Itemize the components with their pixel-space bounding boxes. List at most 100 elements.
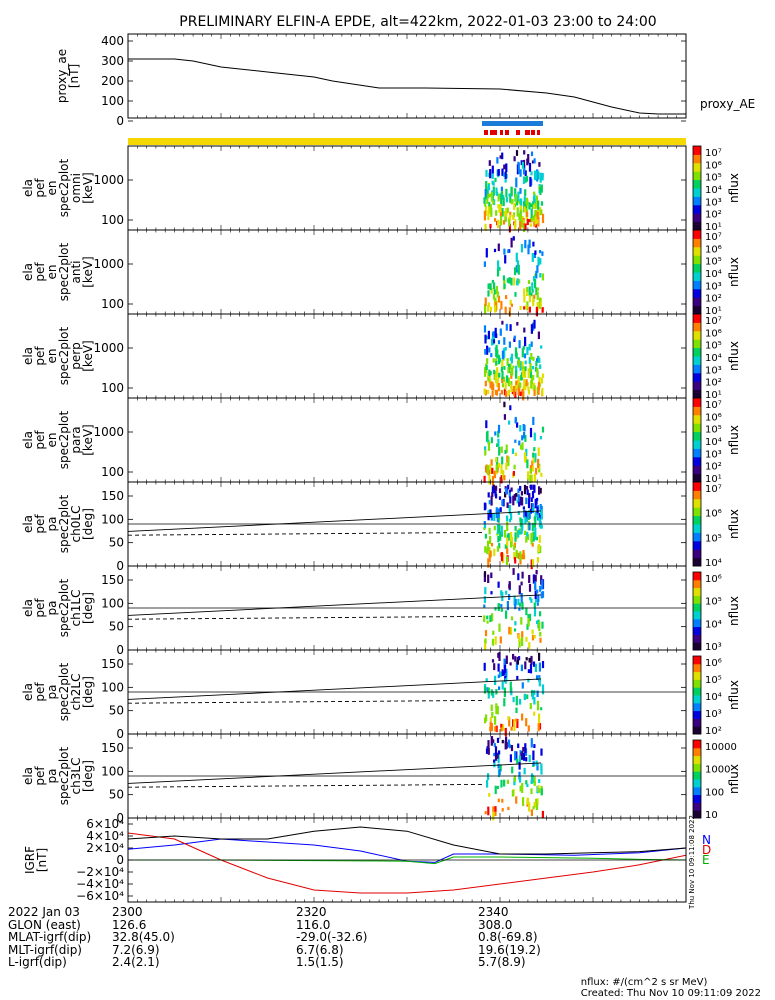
spectrogram-cell [512,568,515,575]
spectrogram-cell [493,282,496,290]
spectrogram-cell [518,279,521,284]
spectrogram-cell [504,347,507,351]
spectrogram-cell [521,631,524,638]
colorbar-step [693,157,701,160]
colorbar-step [693,596,701,599]
colorbar-step [693,708,701,710]
spectrogram-cell [534,575,537,582]
colorbar-label: nflux [727,680,741,710]
colorbar-step [693,714,701,717]
colorbar-step [693,211,701,214]
colorbar-step [693,409,701,412]
colorbar-step [693,557,701,560]
colorbar-step [693,611,701,613]
spectrogram-cell [503,210,506,216]
spectrogram-cell [497,169,500,176]
colorbar-step [693,764,701,767]
colorbar-step [693,472,701,475]
spectrogram-cell [516,758,519,764]
spectrogram-cell [486,547,489,555]
spectrogram-cell [534,223,538,228]
spectrogram-cell [533,432,536,441]
colorbar-step [693,785,701,788]
spectrogram-cell [537,723,540,732]
spectrogram-cell [501,320,504,325]
colorbar-step [693,153,701,155]
colorbar-step [693,559,701,561]
colorbar-step [693,691,701,693]
spectrogram-cell [500,390,503,395]
red-segment [500,130,503,135]
spectrogram-cell [484,349,487,355]
colorbar-step [693,245,701,248]
spectrogram-cell [508,504,511,510]
colorbar-step [693,777,701,780]
colorbar-step [693,281,701,284]
y-tick-label: 150 [101,489,124,503]
colorbar-step [693,200,701,203]
y-axis-label: pef [33,178,47,198]
spectrogram-cell [536,287,539,291]
spectrogram-cell [500,366,503,372]
spectrogram-cell [526,797,529,805]
spectrogram-cell [530,533,533,542]
spectrogram-cell [487,441,491,451]
colorbar-step [693,605,701,608]
spectrogram-cell [532,574,535,584]
spectrogram-cell [521,601,524,610]
spectrogram-cell [516,675,519,680]
spectrogram-cell [530,474,534,483]
colorbar-step [693,466,701,469]
spectrogram-cell [506,207,509,213]
y-tick-label: 150 [101,741,124,755]
colorbar-step [693,328,701,330]
spectrogram-cell [535,500,538,505]
spectrogram-cell [492,739,495,743]
anti-loss-cone-line [127,699,484,704]
spectrogram-cell [533,204,536,209]
colorbar-step [693,666,701,669]
spectrogram-cell [495,210,498,216]
colorbar-step [693,288,701,291]
spectrogram-cell [494,487,497,495]
spectrogram-cell [486,687,489,692]
spectrogram-cell [502,197,505,207]
colorbar-step [693,227,701,230]
spectrogram-cell [534,663,537,672]
colorbar-step [693,293,701,295]
colorbar-step [693,442,701,445]
spectrogram-cell [526,346,529,355]
spectrogram-cell [541,621,544,629]
spectrogram-cell [506,537,509,546]
colorbar-step [693,321,701,323]
colorbar-tick-label: 10² [705,210,722,221]
colorbar-step [693,572,701,574]
spectrogram-cell [539,364,542,369]
colorbar-step [693,658,701,661]
spectrogram-cell [489,512,492,518]
colorbar-step [693,365,701,368]
colorbar-step [693,564,701,567]
spectrogram-cell [503,283,506,289]
spectrogram-cell [518,755,521,762]
colorbar-step [693,430,701,433]
colorbar-step [693,672,701,675]
spectrogram-cell [505,556,509,565]
spectrogram-cell [492,630,495,635]
y-axis-label: perp [69,342,83,370]
spectrogram-cell [503,475,506,481]
spectrogram-cell [508,193,511,197]
spectrogram-cell [528,657,531,662]
spectrogram-cell [508,277,511,284]
spectrogram-cell [514,292,517,297]
colorbar-tick-label: 10⁴ [705,185,722,196]
y-tick-label: 1000 [93,173,124,187]
y-tick-label: 2×10⁴ [86,841,124,855]
spectrogram-cell [529,468,532,474]
spectrogram-cell [516,657,519,662]
colorbar-step [693,263,701,266]
spectrogram-cell [506,358,509,366]
spectrogram-cell [534,250,537,255]
y-axis-label: proxy_ae [55,49,69,103]
y-axis-label: pa [45,601,59,616]
